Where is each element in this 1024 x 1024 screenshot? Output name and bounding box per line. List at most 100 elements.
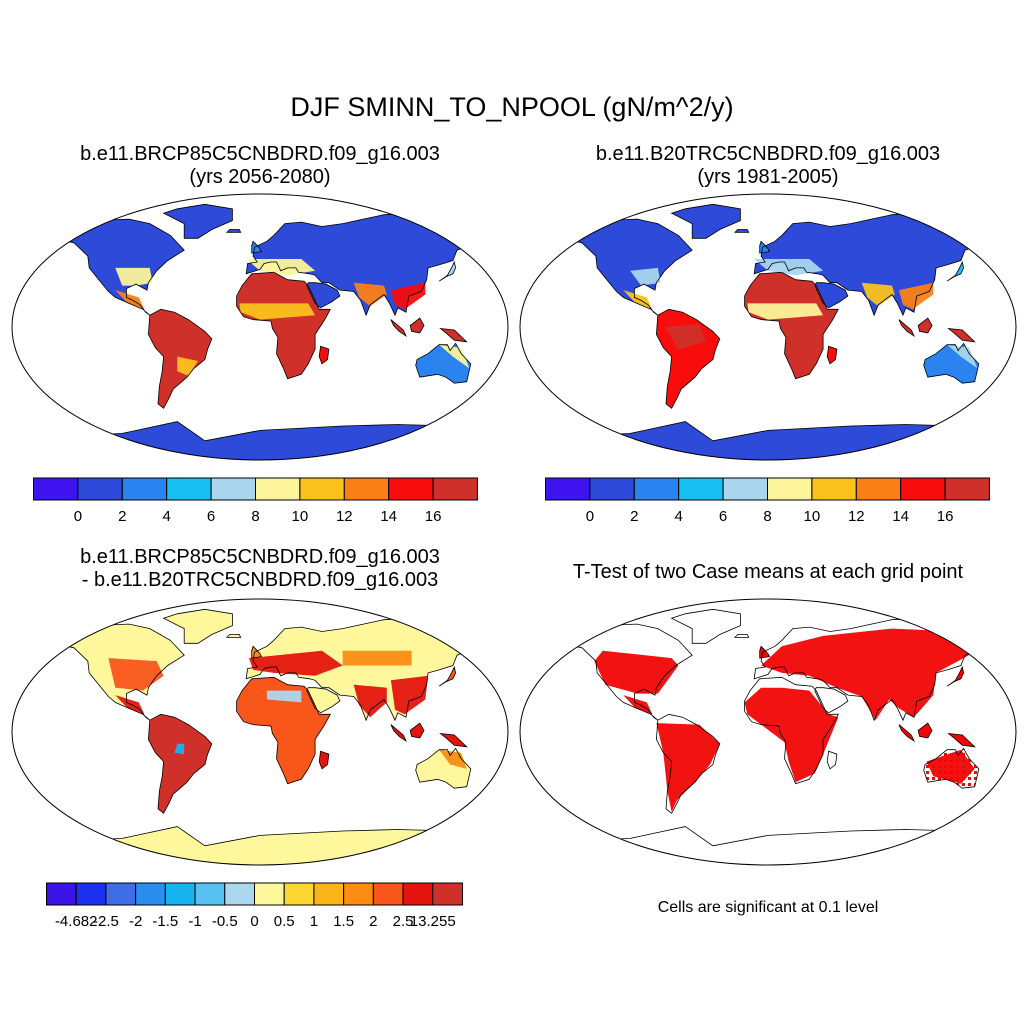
- landmass-madagascar: [827, 751, 837, 769]
- field-region: [744, 687, 839, 783]
- field-region: [947, 344, 978, 369]
- coastline-antarctica: [520, 826, 1016, 865]
- panel-2-title-line1: b.e11.B20TRC5CNBDRD.f09_g16.003: [595, 143, 941, 165]
- landmass-borneo: [918, 318, 932, 333]
- coastline-southAmerica: [147, 308, 213, 409]
- colorbar-swatch: [722, 477, 769, 501]
- colorbar-swatch: [255, 477, 301, 501]
- coastline-northAmerica: [540, 218, 693, 316]
- colorbar-tick-label: 12: [336, 508, 353, 525]
- significance-note: Cells are significant at 0.1 level: [657, 899, 879, 916]
- landmass-sumatra: [390, 724, 406, 741]
- landmass-newGuinea: [948, 733, 975, 747]
- colorbar-tick-label: 14: [892, 508, 909, 525]
- coastline-africa: [744, 676, 839, 785]
- colorbar-tick-label: 2: [630, 508, 638, 525]
- field-region: [115, 290, 145, 310]
- colorbar-future: 0 2 4 6 8 10 12 14 16: [33, 477, 479, 525]
- colorbar-tick-label: -4.682: [55, 913, 98, 930]
- colorbar-tick-label: 8: [763, 508, 771, 525]
- colorbar-swatch: [194, 882, 226, 906]
- landmass-madagascar: [319, 346, 329, 364]
- coastline-iceland: [733, 229, 750, 233]
- landmass-sumatra: [898, 319, 914, 336]
- field-region: [390, 282, 426, 310]
- colorbar-difference: -4.682-2.5 -2 -1.5 -1 -0.5 0 0.5 1 1.5 2 2.513.255: [46, 882, 463, 930]
- coastline-europeAsia: [753, 617, 1016, 722]
- panel-1-title-line2: (yrs 2056-2080): [189, 166, 331, 188]
- coastline-australia: [415, 747, 472, 789]
- landmass-newZealand: [996, 788, 1014, 800]
- coastline-africa: [236, 271, 331, 380]
- colorbar-tick-label: 16: [425, 508, 442, 525]
- coastline-uk: [251, 645, 262, 659]
- colorbar-historical: 0 2 4 6 8 10 12 14 16: [545, 477, 991, 525]
- colorbar-tick-label: 6: [207, 508, 215, 525]
- colorbar-tick-label: -1: [188, 913, 201, 930]
- coastline-madagascar: [826, 345, 838, 365]
- map-difference: [11, 598, 509, 866]
- landmass-japan: [439, 667, 456, 687]
- colorbar-tick-label: -0.5: [212, 913, 238, 930]
- coastline-southAmerica: [147, 713, 213, 814]
- colorbar-swatch: [402, 882, 434, 906]
- coastline-japan: [438, 665, 457, 687]
- landmass-iceland: [734, 634, 749, 638]
- landmass-newGuinea: [440, 733, 467, 747]
- panel-1-title: b.e11.BRCP85C5CNBDRD.f09_g16.003 (yrs 20…: [10, 143, 510, 189]
- coastline-newGuinea: [439, 327, 468, 343]
- landmass-northAmerica: [32, 219, 185, 316]
- colorbar-swatch: [299, 477, 345, 501]
- colorbar-tick-label: 0: [74, 508, 82, 525]
- colorbar-tick-label: -2.5: [93, 913, 119, 930]
- field-region: [747, 303, 824, 320]
- landmass-africa: [744, 272, 839, 379]
- colorbar-tick-label: 0.5: [274, 913, 295, 930]
- panel-2-title-line2: (yrs 1981-2005): [697, 166, 839, 188]
- colorbar-swatch: [372, 882, 404, 906]
- coastline-europeAsia: [245, 617, 508, 722]
- field-region: [115, 695, 145, 715]
- field-region: [266, 690, 302, 703]
- field-region: [108, 658, 164, 691]
- coastline-southAmerica: [655, 713, 721, 814]
- field-region: [761, 628, 1003, 721]
- landmass-newGuinea: [440, 328, 467, 342]
- colorbar-swatch: [283, 882, 315, 906]
- coastline-newZealand: [995, 382, 1014, 396]
- landmass-newZealand: [488, 383, 506, 395]
- landmass-europeAsia: [246, 618, 508, 721]
- landmass-japan: [947, 262, 964, 282]
- field-region: [594, 650, 679, 694]
- coastline-europeAsia: [245, 212, 508, 317]
- landmass-newZealand: [488, 788, 506, 800]
- landmass-northAmerica: [540, 219, 693, 316]
- coastline-iceland: [733, 634, 750, 638]
- field-region: [353, 684, 387, 718]
- field-region: [174, 743, 185, 755]
- coastline-newGuinea: [439, 732, 468, 748]
- colorbar-swatch: [388, 477, 434, 501]
- landmass-greenland: [163, 204, 233, 239]
- map-future-period: [11, 193, 509, 461]
- field-region: [664, 324, 706, 350]
- coastline-sumatra: [898, 724, 915, 743]
- coastline-northAmerica: [32, 218, 185, 316]
- coastline-greenland: [670, 203, 741, 239]
- coastline-arabia: [306, 687, 341, 714]
- colorbar-tick-label: 0: [250, 913, 258, 930]
- coastline-sumatra: [898, 319, 915, 338]
- landmass-greenland: [671, 204, 741, 239]
- field-region: [630, 267, 661, 286]
- coastline-japan: [946, 260, 965, 282]
- field-region: [249, 650, 343, 676]
- colorbar-swatch: [164, 882, 196, 906]
- panel-4-title: T-Test of two Case means at each grid po…: [518, 561, 1018, 584]
- colorbar-tick-label: 2: [118, 508, 126, 525]
- coastline-africa: [236, 676, 331, 785]
- coastline-arabia: [814, 282, 849, 309]
- landmass-europeAsia: [754, 213, 1016, 316]
- coastline-madagascar: [318, 750, 330, 770]
- landmass-greenland: [671, 609, 741, 644]
- coastline-borneo: [409, 722, 425, 739]
